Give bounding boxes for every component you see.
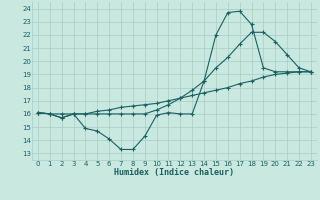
X-axis label: Humidex (Indice chaleur): Humidex (Indice chaleur): [115, 168, 234, 177]
